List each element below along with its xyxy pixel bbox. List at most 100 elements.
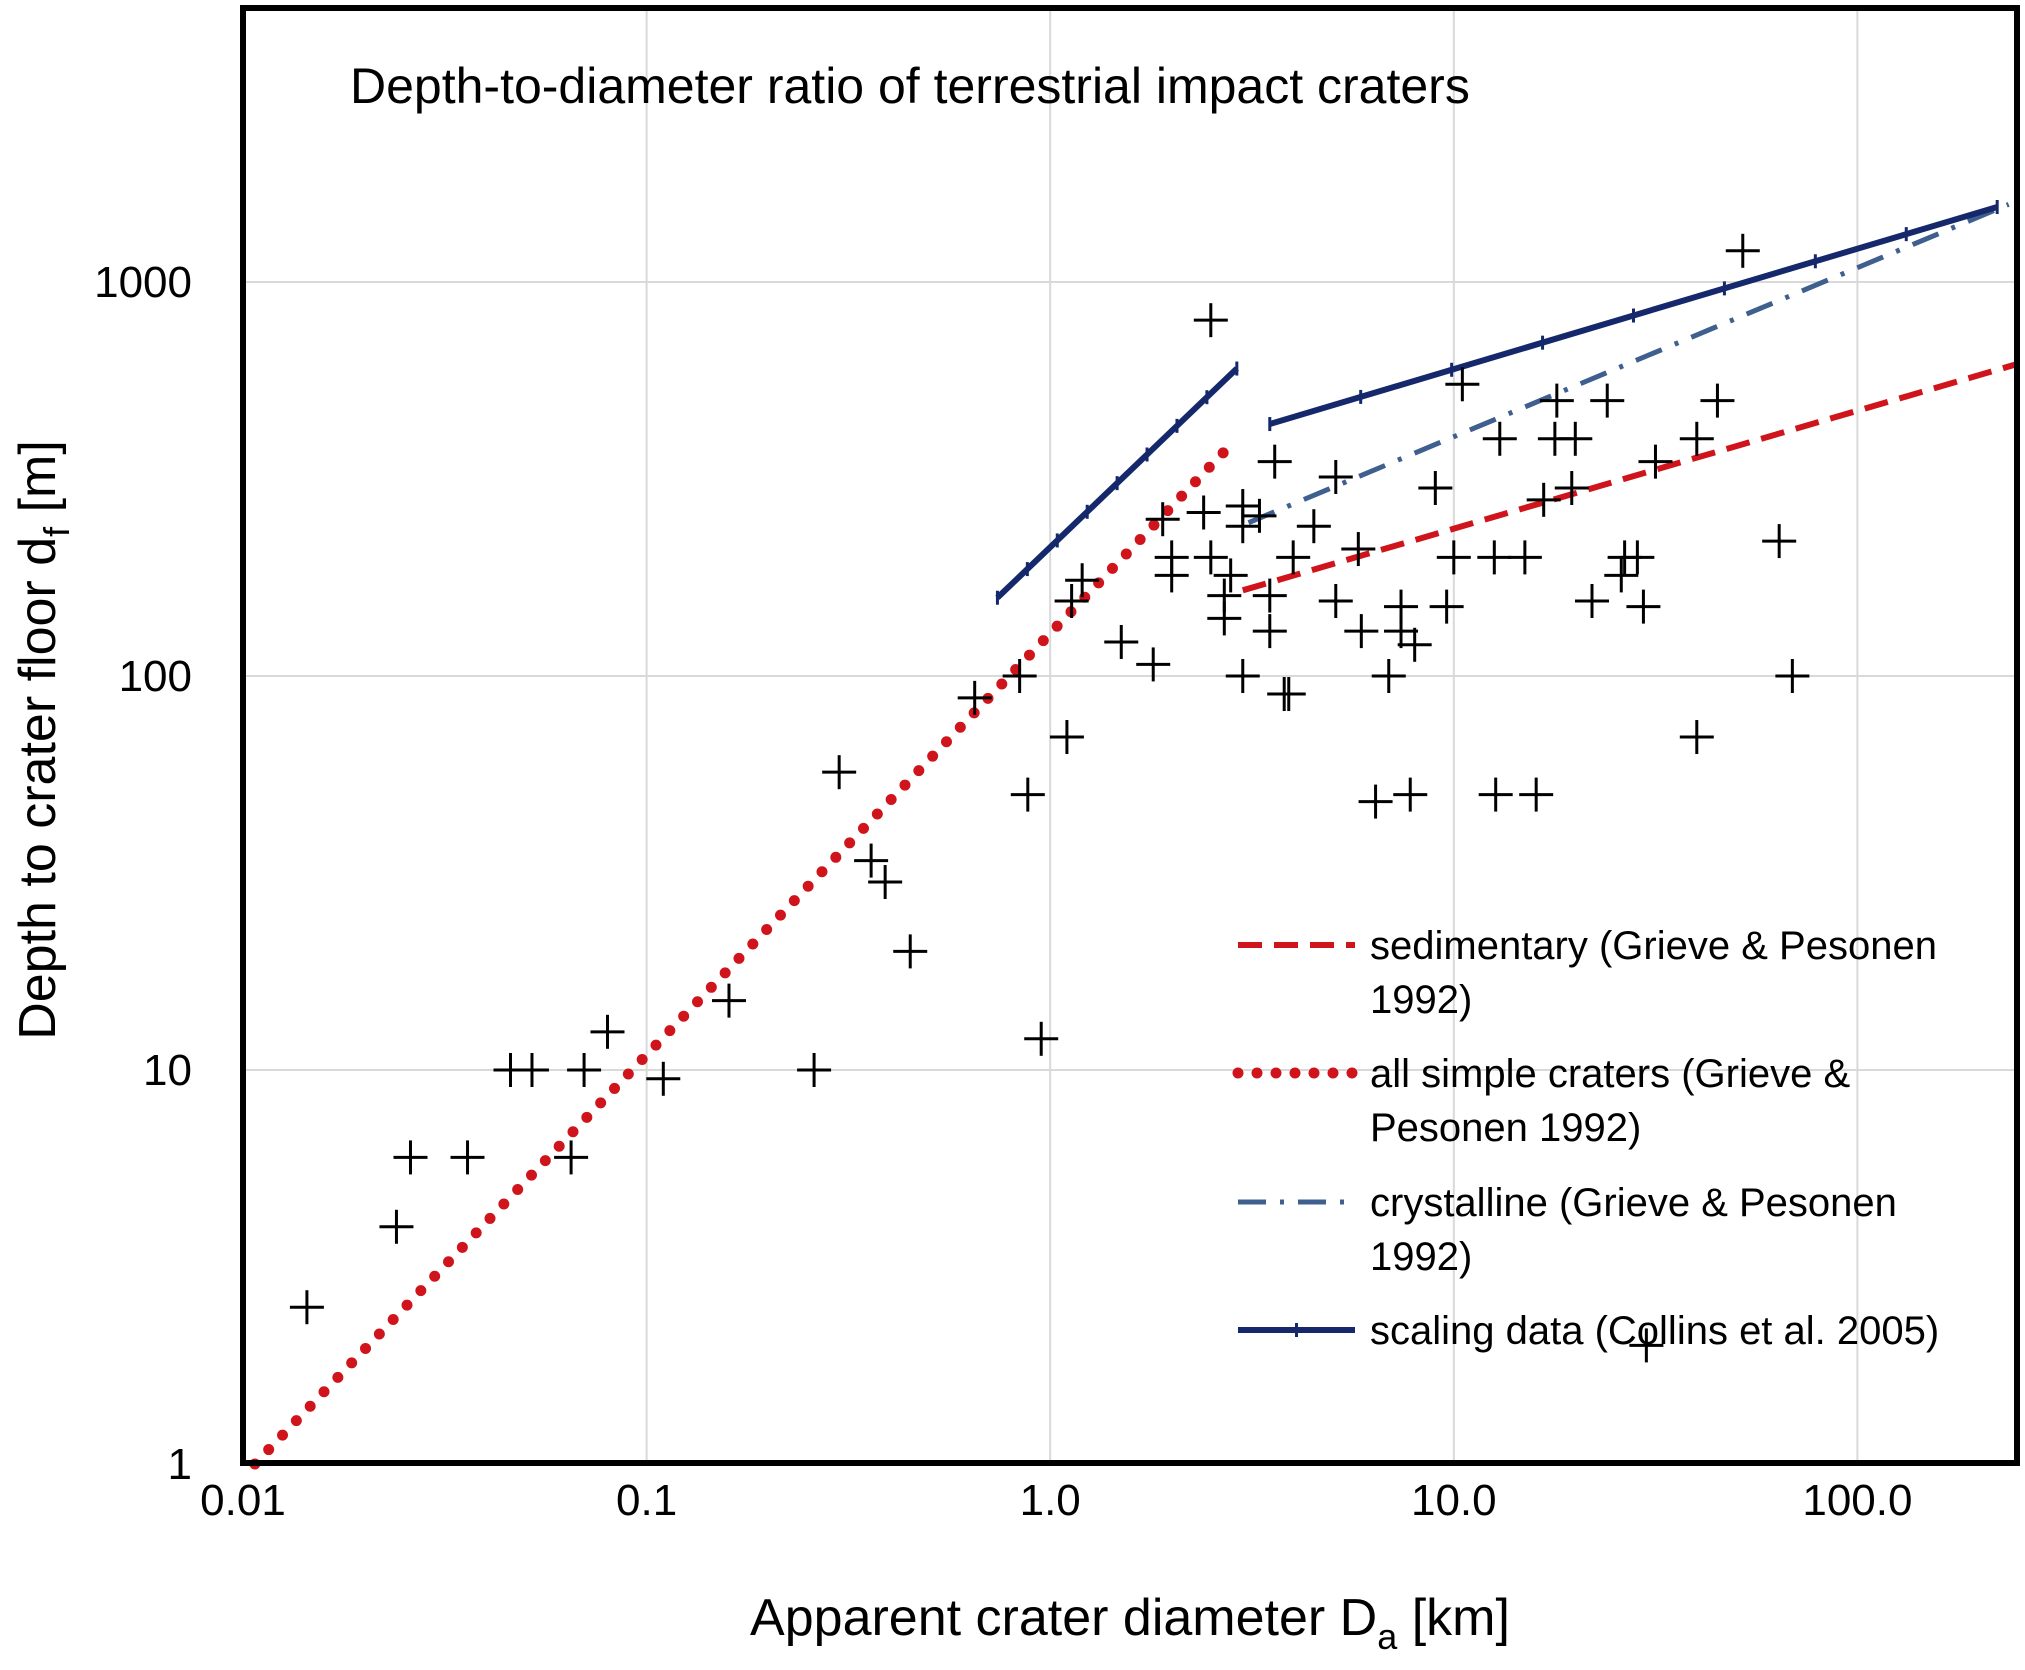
scatter-point <box>1700 383 1735 418</box>
scatter-point <box>1010 777 1045 812</box>
legend-label: scaling data (Collins et al. 2005) <box>1370 1309 1939 1353</box>
x-tick-label: 0.01 <box>200 1476 286 1525</box>
x-axis-label: Apparent crater diameter Da [km] <box>750 1589 1510 1657</box>
grid <box>242 8 2017 1465</box>
legend-item: all simple craters (Grieve & Pesonen 1992… <box>1232 1052 1850 1150</box>
scatter-point <box>711 983 746 1018</box>
scatter-point <box>1136 647 1171 682</box>
scatter-point <box>1049 720 1084 755</box>
scatter-point <box>1519 777 1554 812</box>
x-tick-label: 1.0 <box>1020 1476 1081 1525</box>
x-axis-label-unit: [km] <box>1397 1589 1510 1647</box>
scatter-point <box>1604 558 1639 593</box>
plot-frame <box>240 5 2020 1466</box>
legend-label: crystalline (Grieve & Pesonen <box>1370 1181 1897 1225</box>
y-tick-label: 1000 <box>94 258 192 307</box>
y-axis-label: Depth to crater floor df [m] <box>9 440 77 1040</box>
scatter-point <box>854 843 889 878</box>
y-axis-label-unit: [m] <box>9 440 67 527</box>
x-tick-labels: 0.01 0.1 1.0 10.0 100.0 <box>200 1476 1912 1525</box>
scatter-point <box>1762 524 1797 559</box>
series-line-1 <box>249 443 1233 1470</box>
scatter-point <box>450 1140 485 1175</box>
y-axis-label-sub: f <box>36 526 77 537</box>
scatter-point <box>868 865 903 900</box>
y-tick-label: 100 <box>119 652 192 701</box>
scatter-point <box>1193 540 1228 575</box>
legend-item: sedimentary (Grieve & Pesonen 1992) <box>1238 924 1937 1022</box>
scatter-point <box>1252 614 1287 649</box>
y-tick-label: 10 <box>143 1046 192 1095</box>
scatter-point <box>1507 540 1542 575</box>
series-line-2 <box>1247 202 2010 525</box>
scatter-point <box>1629 1328 1664 1363</box>
scatter-point <box>1318 584 1353 619</box>
scatter-point <box>893 934 928 969</box>
scatter-point <box>1626 589 1661 624</box>
scatter-point <box>590 1014 625 1049</box>
x-tick-label: 100.0 <box>1802 1476 1912 1525</box>
scatter-point <box>1371 659 1406 693</box>
scatter-point <box>1358 784 1393 819</box>
scatter-point <box>1341 532 1376 567</box>
y-tick-label: 1 <box>168 1440 192 1489</box>
scatter-point <box>1318 459 1353 494</box>
legend-label: sedimentary (Grieve & Pesonen <box>1370 924 1937 968</box>
y-axis-label-main: Depth to crater floor d <box>9 537 67 1040</box>
chart-title: Depth-to-diameter ratio of terrestrial i… <box>350 58 1470 114</box>
scatter-point <box>1638 444 1673 479</box>
scatter-point <box>1024 1021 1059 1056</box>
scatter-point <box>1429 589 1464 624</box>
legend-item: crystalline (Grieve & Pesonen 1992) <box>1238 1181 1897 1279</box>
scatter-point <box>1539 383 1574 418</box>
scatter-point <box>646 1061 681 1096</box>
scatter-point <box>1186 495 1221 530</box>
scatter-point <box>1558 421 1593 456</box>
scatter-point <box>567 1053 602 1087</box>
scatter-point <box>1296 509 1331 544</box>
legend-label: Pesonen 1992) <box>1370 1106 1641 1150</box>
scatter-point <box>957 680 992 715</box>
scatter-point <box>1104 624 1139 659</box>
scatter-point <box>1775 659 1810 693</box>
scatter-point <box>1193 303 1228 338</box>
x-axis-label-sub: a <box>1377 1616 1398 1657</box>
legend-item: scaling data (Collins et al. 2005) <box>1238 1309 1939 1353</box>
scatter-point <box>1002 659 1037 693</box>
scatter-point <box>1225 509 1260 544</box>
scatter-point <box>1384 614 1419 649</box>
scatter-point <box>1590 383 1625 418</box>
series-line-0 <box>1241 360 2019 594</box>
x-tick-label: 0.1 <box>616 1476 677 1525</box>
scatter-point <box>1554 471 1589 506</box>
scatter-point <box>1526 482 1561 517</box>
legend-label: 1992) <box>1370 1235 1472 1279</box>
scatter-point <box>393 1140 428 1175</box>
scatter-point <box>1418 471 1453 506</box>
scatter-point <box>289 1290 324 1325</box>
scatter-point <box>1482 421 1517 456</box>
series-layer <box>249 200 2019 1470</box>
scatter-point <box>1477 540 1512 575</box>
scatter-point <box>1344 614 1379 649</box>
scatter-point <box>1213 558 1248 593</box>
scatter-point <box>1257 444 1292 479</box>
legend-label: 1992) <box>1370 978 1472 1022</box>
scatter-point <box>1478 777 1513 812</box>
y-tick-labels: 1 10 100 1000 <box>94 258 192 1489</box>
scatter-point <box>1679 421 1714 456</box>
scatter-point <box>1271 677 1306 712</box>
scatter-points <box>289 233 1810 1363</box>
x-axis-label-main: Apparent crater diameter D <box>750 1589 1377 1647</box>
scatter-point <box>1620 540 1655 575</box>
scatter-point <box>822 755 857 790</box>
scatter-point <box>1679 720 1714 755</box>
scatter-point <box>514 1053 549 1087</box>
scatter-point <box>379 1209 414 1244</box>
scatter-point <box>1252 578 1287 613</box>
scatter-point <box>1725 233 1760 268</box>
legend-label: all simple craters (Grieve & <box>1370 1052 1850 1096</box>
scatter-point <box>797 1053 832 1087</box>
scatter-point <box>1225 659 1260 693</box>
